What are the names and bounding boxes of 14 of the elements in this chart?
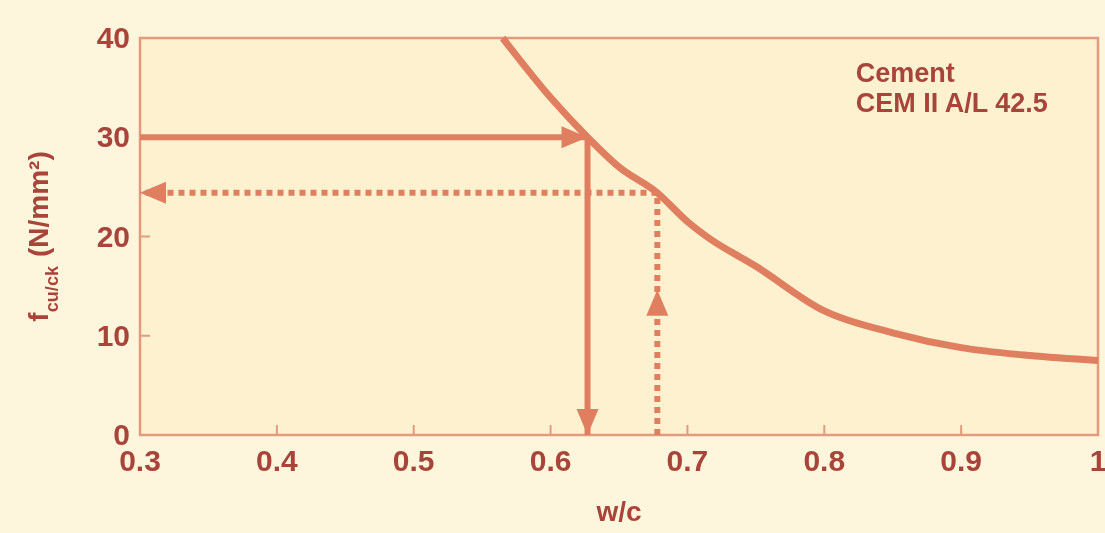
x-tick-label: 0.7 (666, 444, 709, 477)
x-tick-label: 0.4 (256, 444, 299, 477)
x-tick-label: 0.6 (529, 444, 572, 477)
y-tick-label: 30 (96, 120, 130, 154)
x-tick-label: 0.8 (803, 444, 846, 477)
x-tick-label: 0.5 (392, 444, 435, 477)
x-tick-label: 1 (1089, 444, 1105, 477)
annotation: Cement (855, 58, 955, 88)
annotation: CEM II A/L 42.5 (855, 88, 1048, 118)
x-tick-label: 0.9 (940, 444, 982, 477)
y-tick-label: 20 (96, 219, 130, 253)
x-axis-title: w/c (595, 496, 642, 527)
y-tick-label: 10 (96, 318, 130, 352)
y-tick-label: 40 (96, 21, 130, 54)
